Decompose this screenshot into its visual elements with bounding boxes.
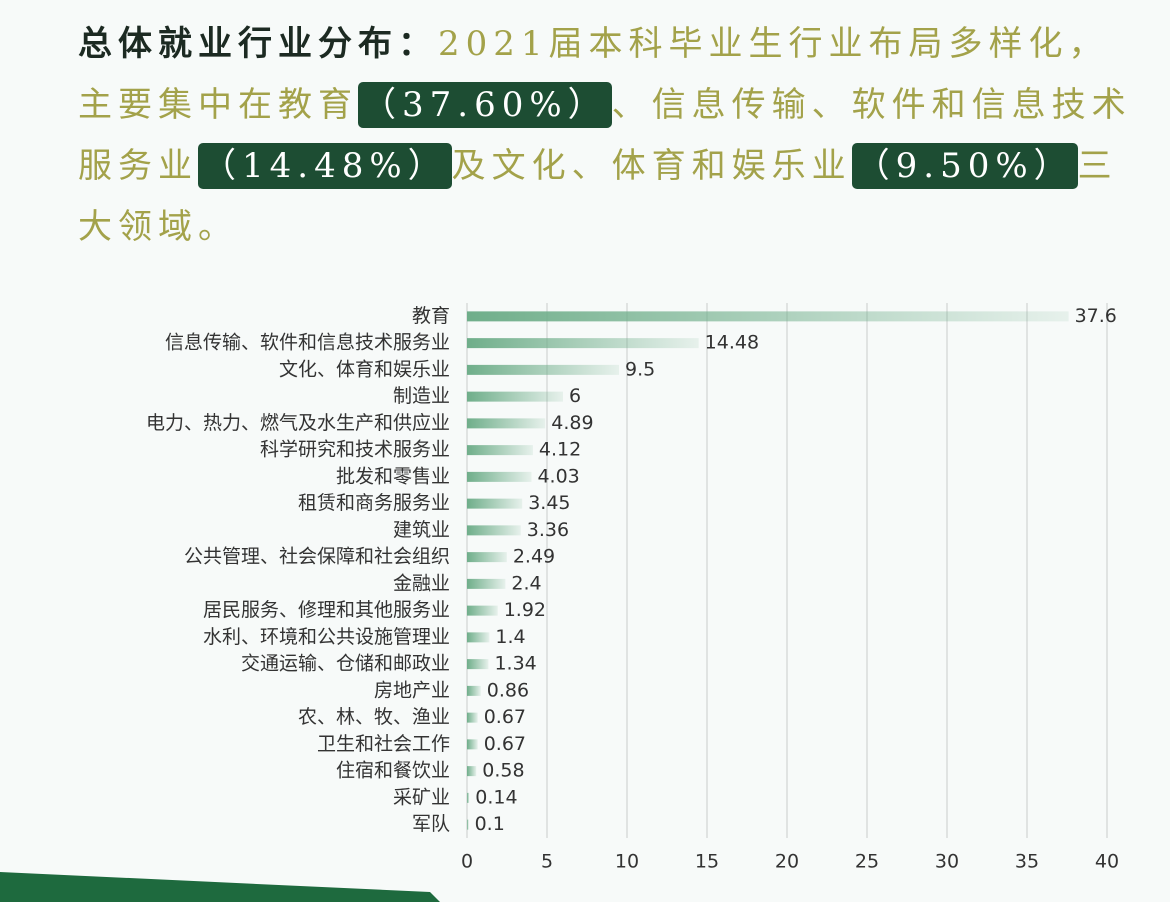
y-tick-label: 教育 (412, 305, 450, 327)
value-label: 0.86 (487, 679, 529, 701)
value-label: 1.34 (494, 653, 536, 675)
bar (467, 498, 523, 509)
bar (467, 605, 498, 616)
x-tick-label: 40 (1095, 851, 1119, 873)
headline-text: 2021届本科毕业生行业布局多样化，主要集中在教育 (78, 24, 1109, 125)
value-label: 0.67 (484, 706, 526, 728)
bar (467, 445, 533, 456)
headline-text: 及文化、体育和娱乐业 (451, 146, 852, 186)
bar (467, 819, 469, 830)
bar (467, 712, 478, 723)
value-label: 6 (569, 385, 581, 407)
value-label: 3.45 (528, 492, 570, 514)
value-label: 3.36 (527, 519, 569, 541)
headline-text: 、信息传输、软件和信息技术服务业 (78, 85, 1132, 186)
y-tick-label: 金融业 (393, 572, 450, 594)
y-tick-label: 科学研究和技术服务业 (260, 439, 450, 461)
y-tick-label: 采矿业 (393, 786, 450, 808)
bar (467, 659, 489, 670)
value-label: 1.4 (495, 626, 525, 648)
x-tick-label: 5 (541, 851, 553, 873)
bar (467, 525, 521, 536)
bar (467, 471, 532, 482)
value-label: 37.6 (1075, 305, 1117, 327)
headline: 总体就业行业分布：2021届本科毕业生行业布局多样化，主要集中在教育 （37.60… (78, 14, 1138, 258)
value-label: 2.4 (511, 572, 541, 594)
x-tick-label: 15 (695, 851, 719, 873)
value-label: 1.92 (504, 599, 546, 621)
value-label: 2.49 (513, 546, 555, 568)
x-tick-label: 10 (615, 851, 639, 873)
x-tick-label: 0 (461, 851, 473, 873)
bar (467, 578, 506, 589)
value-label: 4.12 (539, 439, 581, 461)
value-label: 9.5 (625, 358, 655, 380)
x-tick-label: 20 (775, 851, 799, 873)
headline-title: 总体就业行业分布： (78, 24, 438, 64)
x-tick-label: 30 (935, 851, 959, 873)
y-tick-label: 公共管理、社会保障和社会组织 (184, 546, 450, 568)
value-label: 0.14 (475, 786, 517, 808)
bar (467, 311, 1069, 322)
bar (467, 739, 478, 750)
bar (467, 792, 470, 803)
y-tick-label: 批发和零售业 (336, 465, 450, 487)
bar (467, 766, 477, 777)
y-tick-label: 水利、环境和公共设施管理业 (203, 626, 450, 648)
bar (467, 364, 619, 375)
y-tick-label: 文化、体育和娱乐业 (279, 358, 450, 380)
value-label: 4.03 (537, 465, 579, 487)
y-tick-label: 制造业 (393, 385, 450, 407)
bar (467, 391, 563, 402)
y-tick-label: 军队 (412, 813, 450, 835)
y-tick-label: 卫生和社会工作 (317, 733, 450, 755)
value-label: 0.67 (484, 733, 526, 755)
y-tick-label: 信息传输、软件和信息技术服务业 (165, 332, 450, 354)
bar (467, 632, 490, 643)
y-tick-label: 建筑业 (393, 519, 450, 541)
bar (467, 552, 507, 563)
decor-stripe (0, 872, 440, 902)
highlight: （37.60%） (358, 82, 612, 128)
y-tick-label: 房地产业 (374, 679, 450, 701)
bar (467, 418, 546, 429)
y-tick-label: 电力、热力、燃气及水生产和供应业 (146, 412, 450, 434)
y-tick-label: 交通运输、仓储和邮政业 (241, 653, 450, 675)
value-label: 0.58 (482, 760, 524, 782)
value-label: 0.1 (475, 813, 505, 835)
x-tick-label: 25 (855, 851, 879, 873)
y-tick-label: 租赁和商务服务业 (298, 492, 450, 514)
bar (467, 338, 699, 349)
value-label: 4.89 (551, 412, 593, 434)
x-tick-label: 35 (1015, 851, 1039, 873)
y-tick-label: 居民服务、修理和其他服务业 (203, 599, 450, 621)
value-label: 14.48 (705, 332, 759, 354)
y-tick-label: 农、林、牧、渔业 (298, 706, 450, 728)
highlight: （14.48%） (198, 143, 452, 189)
y-tick-label: 住宿和餐饮业 (336, 760, 450, 782)
bar (467, 685, 481, 696)
highlight: （9.50%） (851, 143, 1078, 189)
headline-text: 三大领域。 (78, 146, 1118, 247)
